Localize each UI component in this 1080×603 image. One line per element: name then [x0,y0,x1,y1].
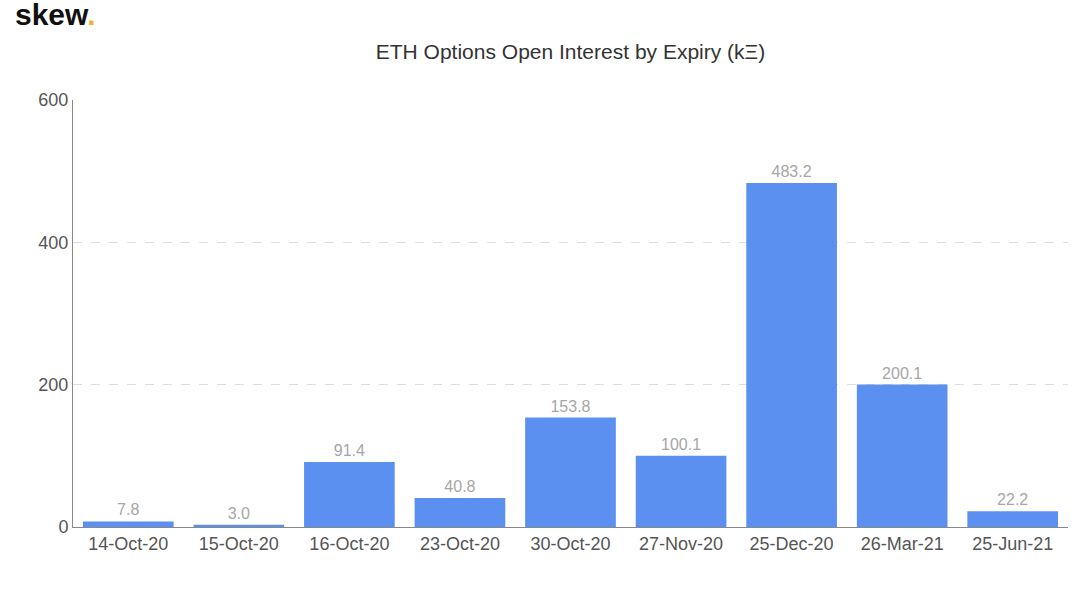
svg-text:25-Jun-21: 25-Jun-21 [972,534,1053,554]
svg-text:25-Dec-20: 25-Dec-20 [750,534,834,554]
svg-text:483.2: 483.2 [772,163,812,180]
svg-text:26-Mar-21: 26-Mar-21 [861,534,944,554]
svg-text:27-Nov-20: 27-Nov-20 [639,534,723,554]
svg-text:skew.: skew. [15,0,96,31]
svg-text:14-Oct-20: 14-Oct-20 [88,534,168,554]
svg-text:153.8: 153.8 [550,398,590,415]
svg-text:40.8: 40.8 [444,478,475,495]
svg-text:400: 400 [38,233,68,253]
svg-text:100.1: 100.1 [661,436,701,453]
svg-text:0: 0 [58,517,68,537]
svg-text:ETH Options Open Interest by E: ETH Options Open Interest by Expiry (kΞ) [376,40,765,63]
svg-text:30-Oct-20: 30-Oct-20 [530,534,610,554]
svg-text:7.8: 7.8 [117,501,139,518]
svg-text:15-Oct-20: 15-Oct-20 [199,534,279,554]
svg-text:22.2: 22.2 [997,491,1028,508]
svg-text:16-Oct-20: 16-Oct-20 [309,534,389,554]
svg-text:200.1: 200.1 [882,365,922,382]
svg-text:91.4: 91.4 [334,442,365,459]
svg-text:600: 600 [38,90,68,110]
svg-text:200: 200 [38,375,68,395]
svg-text:23-Oct-20: 23-Oct-20 [420,534,500,554]
svg-text:3.0: 3.0 [228,505,250,522]
